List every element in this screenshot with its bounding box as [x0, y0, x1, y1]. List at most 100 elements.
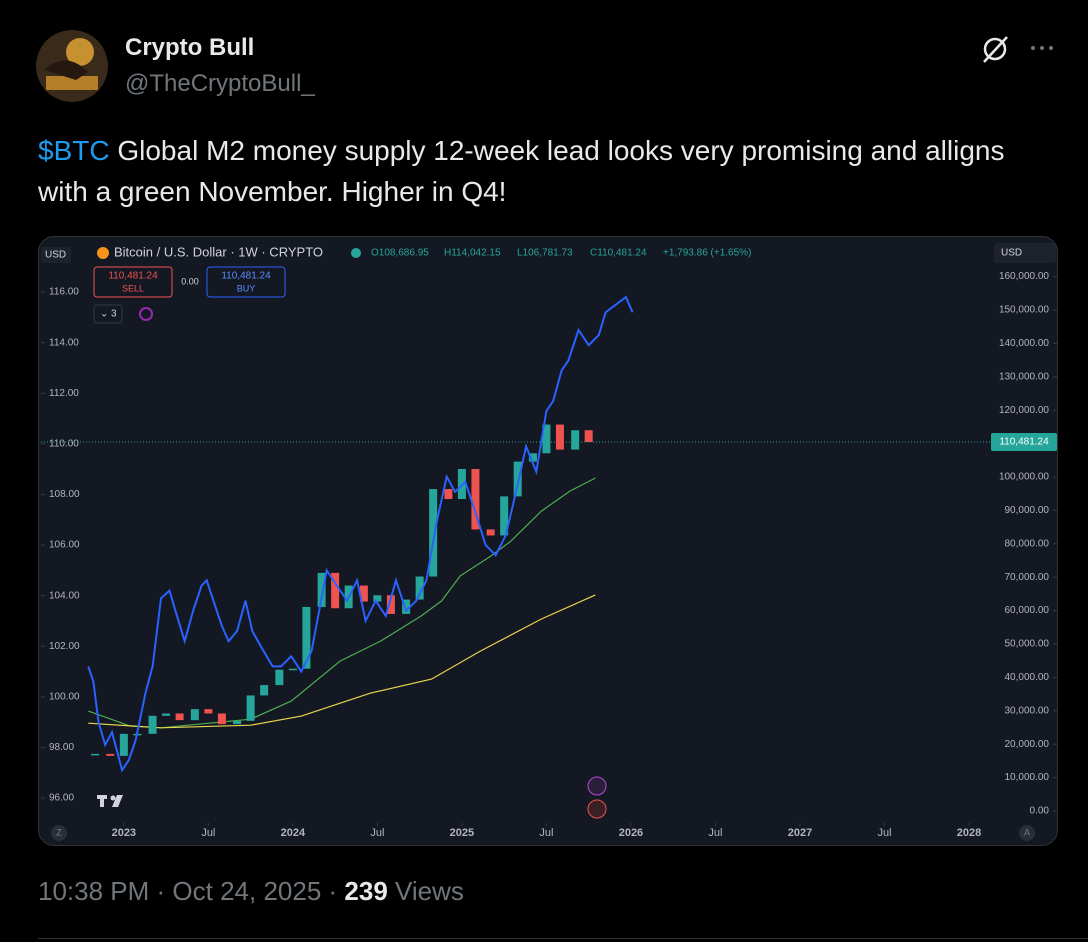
avatar[interactable] [36, 30, 108, 102]
symbol: Bitcoin / U.S. Dollar · 1W · CRYPTO [114, 244, 323, 259]
date[interactable]: Oct 24, 2025 [172, 876, 322, 906]
buy-label: BUY [237, 283, 256, 293]
zoom-label: Z [56, 827, 62, 837]
candle [513, 461, 522, 497]
x-tick-label: 2023 [112, 827, 136, 839]
candle [415, 576, 424, 600]
sell-label: SELL [122, 283, 144, 293]
candle [429, 489, 438, 577]
candle [571, 430, 580, 450]
sync-icon [139, 307, 153, 321]
candle [584, 430, 593, 442]
line [87, 295, 634, 773]
indicator-toggle[interactable] [93, 304, 123, 324]
last-price-label: 110,481.24 [999, 437, 1049, 448]
y-tick-label: 106.00 [49, 540, 80, 551]
candle [275, 669, 284, 686]
event-icon [587, 776, 607, 796]
btc-icon [97, 247, 109, 259]
candle [302, 606, 311, 669]
candle [555, 424, 564, 450]
candle [217, 713, 226, 725]
tv-logo [97, 795, 123, 807]
x-tick-label: 2025 [450, 827, 474, 839]
candle [528, 453, 537, 462]
auto-label: A [1024, 827, 1030, 837]
candle [359, 585, 368, 602]
currency-box-right[interactable] [994, 243, 1056, 263]
candle [260, 685, 269, 696]
y2-tick-label: 130,000.00 [999, 371, 1049, 382]
x-tick-label: Jul [708, 827, 722, 839]
y-tick-label: 98.00 [49, 742, 74, 753]
zoom-button[interactable] [51, 825, 67, 841]
y-tick-label: 100.00 [49, 691, 80, 702]
candle [373, 595, 382, 602]
candle [233, 720, 242, 725]
indicator-count: 3 [111, 309, 117, 320]
candle [148, 715, 157, 734]
tweet-meta: 10:38 PM · Oct 24, 2025 · 239 Views [38, 876, 464, 906]
last-price-box [991, 432, 1057, 451]
candle [175, 713, 184, 721]
buy-price: 110,481.24 [221, 271, 271, 282]
y2-tick-label: 80,000.00 [1005, 538, 1050, 549]
candle [542, 424, 551, 454]
sell-button[interactable] [93, 266, 173, 298]
line [88, 477, 596, 729]
candle [486, 529, 495, 536]
candle [500, 496, 509, 536]
auto-button[interactable] [1019, 825, 1035, 841]
y-tick-label: 104.00 [49, 590, 80, 601]
x-tick-label: Jul [539, 827, 553, 839]
x-tick-label: 2027 [788, 827, 812, 839]
y2-tick-label: 150,000.00 [999, 305, 1049, 316]
tweet-text: $BTC Global M2 money supply 12-week lead… [38, 130, 1058, 212]
y2-tick-label: 70,000.00 [1005, 572, 1050, 583]
grok-icon[interactable] [980, 34, 1010, 64]
chart: USD Bitcoin / U.S. Dollar · 1W · CRYPTO … [41, 243, 1057, 841]
views-label: Views [395, 876, 464, 906]
x-tick-label: 2024 [281, 827, 306, 839]
x-tick-label: 2026 [619, 827, 643, 839]
x-tick-label: Jul [370, 827, 384, 839]
ohlc-high: H114,042.15 [444, 248, 501, 259]
candle [402, 599, 411, 614]
candle [471, 468, 480, 530]
indicator-chevron: ⌄ [100, 309, 108, 320]
y-tick-label: 110.00 [49, 438, 79, 449]
line [88, 594, 596, 729]
candle [106, 753, 115, 756]
y-tick-label: 116.00 [49, 287, 79, 298]
time[interactable]: 10:38 PM [38, 876, 150, 906]
candle [246, 695, 255, 721]
y2-tick-label: 30,000.00 [1005, 705, 1050, 716]
status-dot [351, 248, 361, 258]
spread: 0.00 [181, 276, 199, 286]
y2-tick-label: 120,000.00 [999, 405, 1049, 416]
more-icon[interactable] [1028, 40, 1058, 56]
y-tick-label: 114.00 [49, 337, 79, 348]
chart-image[interactable]: USD Bitcoin / U.S. Dollar · 1W · CRYPTO … [38, 236, 1058, 846]
views-count: 239 [344, 876, 388, 906]
ohlc-close: C110,481.24 [590, 248, 647, 259]
y2-tick-label: 100,000.00 [999, 472, 1049, 483]
candle [204, 709, 213, 714]
x-tick-label: 2028 [957, 827, 981, 839]
candle [288, 668, 297, 671]
author-name[interactable]: Crypto Bull [125, 34, 255, 61]
buy-button[interactable] [206, 266, 286, 298]
x-tick-label: Jul [201, 827, 215, 839]
handle[interactable]: @TheCryptoBull_ [125, 70, 315, 97]
candle [444, 489, 453, 500]
cashtag[interactable]: $BTC [38, 135, 110, 166]
y-tick-label: 96.00 [49, 793, 74, 804]
y-tick-label: 112.00 [49, 388, 79, 399]
y2-tick-label: 50,000.00 [1005, 639, 1050, 650]
candle [91, 753, 100, 756]
sell-price: 110,481.24 [108, 271, 158, 282]
y2-tick-label: 60,000.00 [1005, 605, 1050, 616]
candle [386, 595, 395, 614]
candle [162, 713, 171, 716]
y2-tick-label: 140,000.00 [999, 338, 1049, 349]
